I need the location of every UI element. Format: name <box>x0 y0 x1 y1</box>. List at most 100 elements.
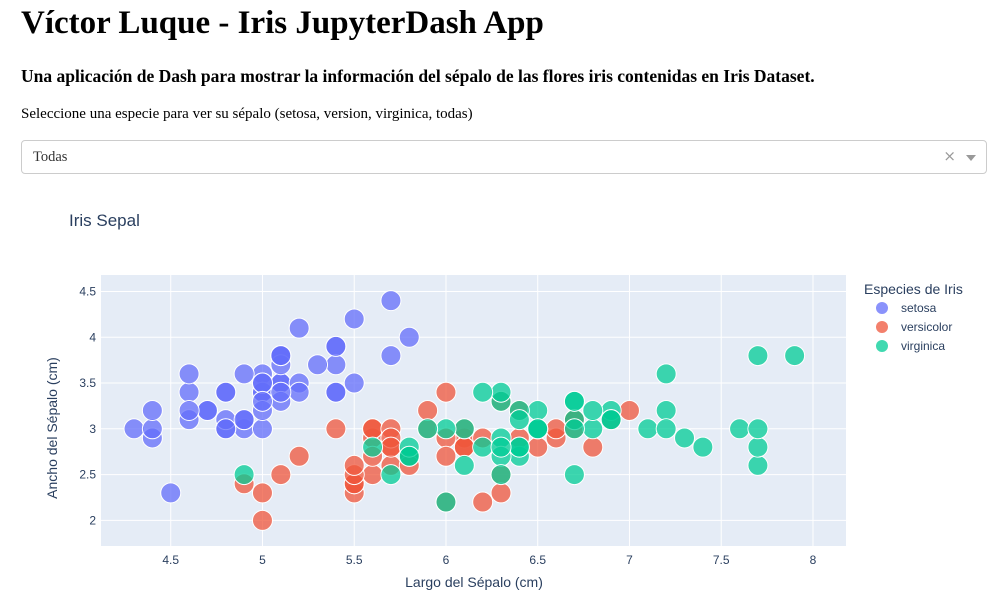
x-tick-label: 4.5 <box>162 553 179 567</box>
data-point-virginica <box>692 436 714 458</box>
data-point-virginica <box>453 454 475 476</box>
data-point-virginica <box>508 436 530 458</box>
legend-title: Especies de Iris <box>864 281 963 297</box>
iris-sepal-chart: Iris Sepal 4.5 5 5.5 6 6.5 7 7.5 8 2 2.5 3 3.5 4 4.5… <box>44 211 963 590</box>
data-point-versicolor <box>343 454 365 476</box>
data-point-setosa <box>215 418 237 440</box>
chart-title: Iris Sepal <box>69 211 140 230</box>
species-dropdown[interactable]: Todas × <box>21 140 987 174</box>
data-point-setosa <box>141 418 163 440</box>
x-tick-label: 6 <box>443 553 450 567</box>
legend-marker-versicolor[interactable] <box>876 321 888 333</box>
data-point-versicolor <box>325 418 347 440</box>
data-point-virginica <box>784 345 806 367</box>
y-tick-labels: 2 2.5 3 3.5 4 4.5 <box>79 284 96 527</box>
data-point-setosa <box>343 372 365 394</box>
data-point-versicolor <box>435 381 457 403</box>
legend-item-setosa[interactable]: setosa <box>901 301 937 315</box>
x-tick-label: 5.5 <box>346 553 363 567</box>
legend-marker-virginica[interactable] <box>876 340 888 352</box>
x-tick-labels: 4.5 5 5.5 6 6.5 7 7.5 8 <box>162 553 816 567</box>
data-point-setosa <box>123 418 145 440</box>
data-point-virginica <box>582 400 604 421</box>
data-point-setosa <box>270 381 292 403</box>
data-point-virginica <box>508 409 530 431</box>
data-point-versicolor <box>435 445 457 467</box>
x-tick-label: 8 <box>810 553 817 567</box>
data-point-setosa <box>288 381 310 403</box>
data-point-virginica <box>490 464 512 486</box>
page-title: Víctor Luque - Iris JupyterDash App <box>21 5 544 41</box>
data-point-setosa <box>325 354 347 376</box>
data-point-virginica <box>435 418 457 440</box>
data-point-versicolor <box>527 436 549 458</box>
x-tick-label: 7 <box>626 553 633 567</box>
data-point-setosa <box>343 308 365 330</box>
data-point-virginica <box>380 464 402 486</box>
data-point-virginica <box>527 400 549 421</box>
data-point-virginica <box>747 345 769 367</box>
legend-item-virginica[interactable]: virginica <box>901 339 945 353</box>
y-tick-label: 4.5 <box>79 284 96 298</box>
data-point-setosa <box>307 354 329 376</box>
y-tick-label: 2.5 <box>79 468 96 482</box>
data-point-setosa <box>233 363 255 385</box>
data-point-setosa <box>178 363 200 385</box>
data-point-setosa <box>270 345 292 367</box>
data-point-versicolor <box>453 436 475 458</box>
data-point-versicolor <box>490 482 512 504</box>
data-point-virginica <box>490 381 512 403</box>
data-point-virginica <box>563 390 585 412</box>
y-tick-label: 3 <box>89 422 96 436</box>
data-point-setosa <box>178 381 200 403</box>
chevron-down-icon[interactable] <box>966 155 976 161</box>
data-point-setosa <box>251 418 273 440</box>
data-point-versicolor <box>618 400 640 421</box>
data-point-setosa <box>215 381 237 403</box>
y-tick-label: 2 <box>89 513 96 527</box>
page-subtitle: Una aplicación de Dash para mostrar la i… <box>21 66 815 86</box>
y-tick-label: 4 <box>89 330 96 344</box>
data-point-setosa <box>233 409 255 431</box>
legend-item-versicolor[interactable]: versicolor <box>901 320 952 334</box>
x-tick-label: 7.5 <box>713 553 730 567</box>
data-point-virginica <box>527 418 549 440</box>
data-point-versicolor <box>545 418 567 440</box>
data-point-versicolor <box>251 509 273 531</box>
data-point-virginica <box>563 418 585 440</box>
data-point-setosa <box>251 372 273 394</box>
data-point-virginica <box>729 418 751 440</box>
data-point-virginica <box>472 436 494 458</box>
data-point-versicolor <box>251 482 273 504</box>
data-point-setosa <box>160 482 182 504</box>
data-point-setosa <box>196 400 218 421</box>
data-point-versicolor <box>288 445 310 467</box>
data-point-versicolor <box>362 464 384 486</box>
data-point-virginica <box>655 400 677 421</box>
legend-marker-setosa[interactable] <box>876 302 888 314</box>
data-point-virginica <box>398 445 420 467</box>
data-point-versicolor <box>270 464 292 486</box>
clear-icon[interactable]: × <box>943 147 956 165</box>
data-point-setosa <box>398 326 420 348</box>
data-point-versicolor <box>362 418 384 440</box>
data-point-versicolor <box>380 436 402 458</box>
data-point-versicolor <box>472 491 494 513</box>
data-point-setosa <box>178 400 200 421</box>
data-point-virginica <box>747 418 769 440</box>
data-point-setosa <box>380 290 402 312</box>
legend: Especies de Iris setosa versicolor virgini… <box>864 281 963 353</box>
data-point-setosa <box>325 381 347 403</box>
data-point-virginica <box>453 418 475 440</box>
data-point-setosa <box>288 317 310 339</box>
data-point-virginica <box>472 381 494 403</box>
data-point-versicolor <box>417 400 439 421</box>
data-point-virginica <box>435 491 457 513</box>
data-point-virginica <box>582 418 604 440</box>
series-setosa <box>123 290 420 504</box>
series-virginica <box>233 345 806 513</box>
species-prompt: Seleccione una especie para ver su sépal… <box>21 106 473 122</box>
dropdown-selected-value: Todas <box>33 149 68 165</box>
data-point-setosa <box>141 400 163 421</box>
data-point-virginica <box>490 436 512 458</box>
